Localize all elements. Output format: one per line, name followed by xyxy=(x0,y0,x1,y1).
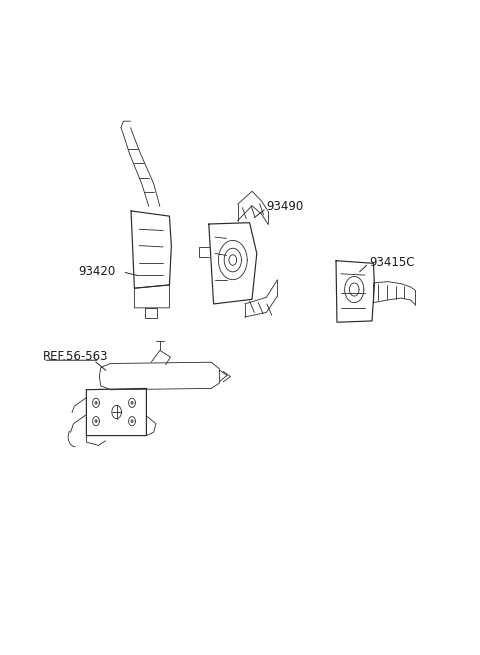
Text: 93490: 93490 xyxy=(266,200,304,213)
Text: 93415C: 93415C xyxy=(370,255,415,269)
Text: REF.56-563: REF.56-563 xyxy=(43,350,108,364)
Text: 93420: 93420 xyxy=(78,265,115,278)
